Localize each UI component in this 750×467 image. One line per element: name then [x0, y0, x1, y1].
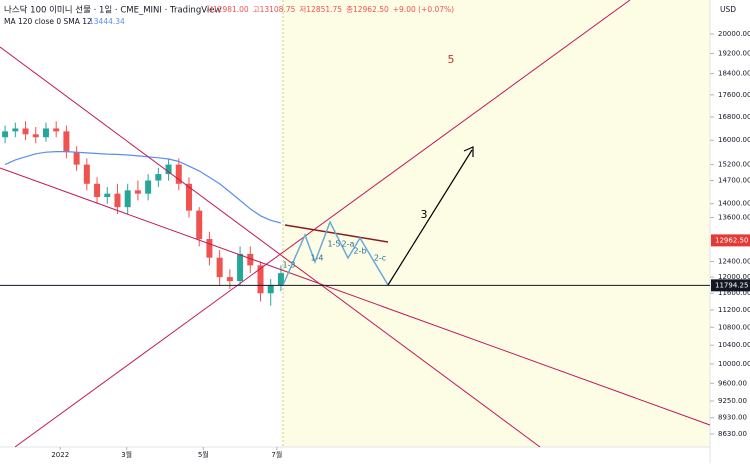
chart-title: 나스닥 100 이미니 선물 · 1일 · CME_MINI · Trading… [4, 5, 221, 16]
price-label-box [711, 234, 750, 247]
candle-body [22, 128, 29, 135]
y-tick-label: 15200.00 [718, 161, 750, 169]
indicator-value: 13444.34 [89, 17, 125, 26]
annotation: 2-b [353, 247, 366, 256]
y-tick-label: 10800.00 [718, 323, 750, 331]
candle-body [2, 131, 9, 138]
trend-line [14, 0, 631, 448]
indicator-name: MA 120 close 0 SMA 12 [4, 17, 92, 26]
x-tick-label: 5월 [198, 450, 209, 459]
drawings [0, 0, 711, 448]
ma-line [4, 151, 282, 224]
y-tick-label: 14000.00 [718, 200, 750, 208]
annotation: 1-3 [282, 261, 295, 270]
candle-body [42, 128, 49, 138]
y-tick-label: 11200.00 [718, 306, 750, 314]
price-label-box [711, 279, 750, 292]
candle-body [226, 277, 233, 282]
price-label: 11794.25 [715, 281, 748, 289]
y-tick-label: 8930.00 [718, 414, 747, 422]
candle-body [134, 190, 141, 194]
y-tick-label: 19200.00 [718, 49, 750, 57]
y-tick-label: 16800.00 [718, 113, 750, 121]
x-tick-label: 2022 [51, 451, 69, 459]
header: 나스닥 100 이미니 선물 · 1일 · CME_MINI · Trading… [4, 5, 736, 27]
candle-body [124, 190, 131, 208]
ohlc-value: 종12962.50 [346, 5, 389, 14]
annotation: 3 [421, 208, 428, 221]
candle-body [114, 193, 121, 208]
candle-body [175, 164, 182, 184]
candle-body [237, 253, 244, 282]
annotation: 5 [448, 53, 455, 66]
projection-arrow [387, 149, 473, 286]
candle-body [155, 174, 162, 181]
x-tick-label: 3월 [121, 450, 132, 459]
wave-path [282, 220, 389, 286]
y-tick-label: 20000.00 [718, 30, 750, 38]
y-tick-label: 9600.00 [718, 379, 747, 387]
arrow-head [463, 146, 474, 157]
candle-body [145, 180, 152, 194]
y-tick-label: 12000.00 [718, 273, 750, 281]
y-tick-label: 8630.00 [718, 430, 747, 438]
candle-body [196, 210, 203, 240]
ohlc-value: 시12981.00 [206, 5, 249, 14]
candle-body [206, 239, 213, 258]
ohlc-value: +9.00 (+0.07%) [393, 5, 454, 14]
annotations: 5 3 1-3 1-4 1-5 2-a 2-b 2-c [282, 53, 454, 270]
y-tick-label: 14700.00 [718, 177, 750, 185]
y-tick-label: 13600.00 [718, 214, 750, 222]
candle-body [216, 257, 223, 278]
candle-body [73, 152, 80, 165]
candle-body [63, 131, 70, 153]
annotation: 2-a [342, 240, 355, 249]
annotation: 1-4 [310, 254, 323, 263]
candle-body [165, 164, 172, 175]
y-tick-label: 10000.00 [718, 360, 750, 368]
projection-zone [283, 0, 710, 447]
candle-body [267, 285, 274, 294]
candle-body [12, 128, 19, 132]
candle-body [247, 253, 254, 266]
candle-body [83, 164, 90, 184]
candle-body [185, 183, 192, 211]
candle-body [32, 134, 39, 138]
y-tick-label: 10400.00 [718, 341, 750, 349]
y-tick-label: 12400.00 [718, 258, 750, 266]
y-tick-label: 16000.00 [718, 136, 750, 144]
candle-body [277, 273, 284, 286]
price-label: 12962.50 [715, 236, 748, 244]
ohlc-value: 저12851.75 [299, 5, 342, 14]
candle-body [53, 128, 60, 132]
y-tick-label: 11600.00 [718, 289, 750, 297]
candle-body [257, 265, 264, 294]
y-tick-label: 18400.00 [718, 70, 750, 78]
y-tick-label: 9250.00 [718, 397, 747, 405]
y-tick-label: 17600.00 [718, 91, 750, 99]
currency: USD [720, 5, 736, 14]
candle-body [104, 193, 111, 197]
x-tick-label: 7월 [271, 450, 282, 459]
candle-body [94, 183, 101, 197]
ohlc-value: 고13108.75 [253, 5, 296, 14]
annotation: 2-c [374, 254, 386, 263]
trend-line [0, 167, 711, 426]
trend-line [0, 46, 541, 448]
annotation: 1-5 [327, 240, 340, 249]
